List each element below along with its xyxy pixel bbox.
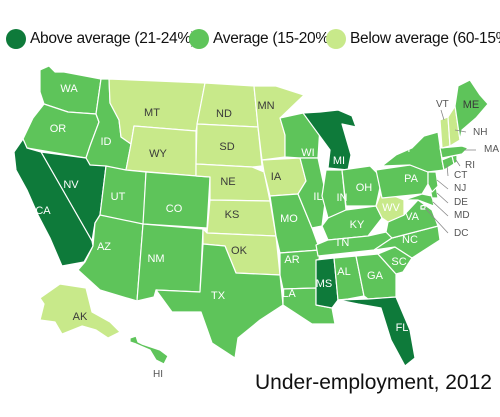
state-dc xyxy=(420,204,426,210)
label-ak: AK xyxy=(73,311,88,323)
label-az: AZ xyxy=(97,241,111,253)
state-ny xyxy=(381,131,445,173)
label-mt: MT xyxy=(144,107,160,119)
label-or: OR xyxy=(50,123,67,135)
label-nc: NC xyxy=(402,234,418,246)
state-me xyxy=(454,79,489,141)
label-mi: MI xyxy=(333,155,345,167)
label-il: IL xyxy=(313,191,322,203)
legend-label: Above average (21-24%) xyxy=(30,30,196,47)
state-nj xyxy=(427,171,439,193)
legend-item-below-average: Below average (60-15%) xyxy=(326,22,500,56)
label-tn: TN xyxy=(335,237,350,249)
legend: Above average (21-24%) Average (15-20%) … xyxy=(6,22,500,56)
label-sc: SC xyxy=(391,256,406,268)
state-co xyxy=(142,171,211,229)
label-nj: NJ xyxy=(454,183,466,194)
legend-item-above-average: Above average (21-24%) xyxy=(6,22,196,56)
state-al xyxy=(333,255,365,301)
label-in: IN xyxy=(337,192,348,204)
state-sc xyxy=(377,246,413,275)
label-co: CO xyxy=(166,203,183,215)
label-pa: PA xyxy=(404,173,419,185)
legend-label: Below average (60-15%) xyxy=(350,30,500,47)
state-pa xyxy=(375,164,429,199)
label-nh: NH xyxy=(473,127,487,138)
label-ct: CT xyxy=(454,170,467,181)
label-ms: MS xyxy=(316,278,333,290)
label-wy: WY xyxy=(149,148,167,160)
map-caption: Under-employment, 2012 xyxy=(255,371,492,394)
label-ri: RI xyxy=(465,160,475,171)
state-hi xyxy=(129,335,169,365)
label-ca: CA xyxy=(35,205,51,217)
label-dc: DC xyxy=(454,228,468,239)
label-de: DE xyxy=(454,197,468,208)
label-tx: TX xyxy=(211,290,226,302)
state-ca xyxy=(13,138,94,267)
label-ma: MA xyxy=(484,144,499,155)
state-wi xyxy=(279,112,321,159)
label-wi: WI xyxy=(301,147,314,159)
label-ok: OK xyxy=(231,245,248,257)
label-va: VA xyxy=(405,211,420,223)
label-la: LA xyxy=(282,288,296,300)
label-fl: FL xyxy=(396,322,409,334)
legend-swatch xyxy=(189,29,209,49)
label-ny: NY xyxy=(397,143,413,155)
state-mi xyxy=(302,109,357,171)
label-nd: ND xyxy=(216,108,232,120)
label-mn: MN xyxy=(257,100,274,112)
label-al: AL xyxy=(337,266,350,278)
label-nv: NV xyxy=(63,179,79,191)
state-ma xyxy=(439,145,469,159)
label-me: ME xyxy=(463,99,480,111)
label-vt: VT xyxy=(436,99,449,110)
label-wv: WV xyxy=(382,202,400,214)
label-ga: GA xyxy=(367,270,384,282)
state-ks xyxy=(206,199,277,237)
label-oh: OH xyxy=(356,182,373,194)
state-sd xyxy=(195,123,263,168)
label-ky: KY xyxy=(350,219,365,231)
state-oh xyxy=(341,165,383,207)
state-ak xyxy=(39,283,121,339)
legend-swatch xyxy=(326,29,346,49)
label-nm: NM xyxy=(147,253,164,265)
label-id: ID xyxy=(101,136,112,148)
legend-swatch xyxy=(6,29,26,49)
label-ne: NE xyxy=(220,176,235,188)
state-nd xyxy=(196,82,259,128)
label-mo: MO xyxy=(280,213,298,225)
label-sd: SD xyxy=(219,141,234,153)
state-il xyxy=(297,157,327,229)
label-ia: IA xyxy=(271,171,282,183)
label-md: MD xyxy=(454,210,470,221)
label-wa: WA xyxy=(60,83,78,95)
label-ar: AR xyxy=(284,254,299,266)
label-ut: UT xyxy=(111,191,126,203)
legend-label: Average (15-20%) xyxy=(213,30,334,47)
state-md xyxy=(403,193,435,207)
label-ks: KS xyxy=(225,209,240,221)
state-fl xyxy=(337,296,416,367)
label-hi: HI xyxy=(153,369,163,380)
state-tx xyxy=(155,243,284,359)
legend-item-average: Average (15-20%) xyxy=(189,22,334,56)
state-ia xyxy=(261,157,307,197)
